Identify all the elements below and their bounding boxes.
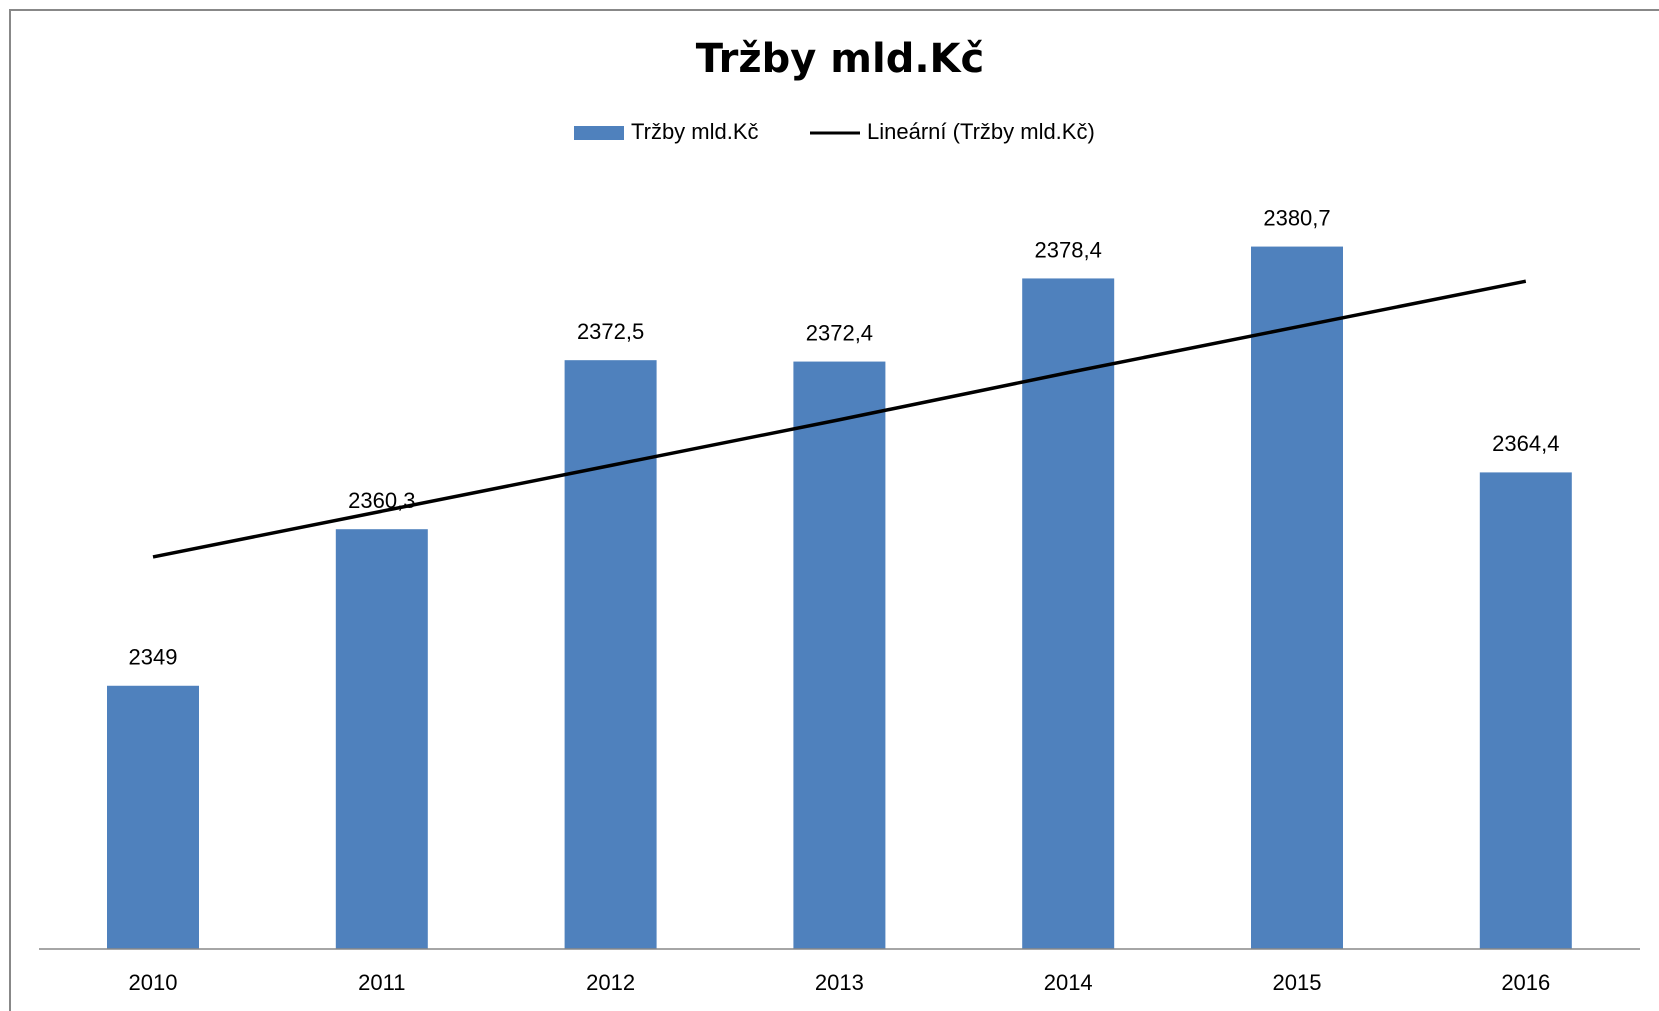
data-label: 2380,7 [1263,205,1330,230]
x-tick-label: 2011 [358,970,405,995]
data-label: 2372,4 [806,320,873,345]
trend-line [152,279,1527,559]
legend-label: Tržby mld.Kč [631,119,759,144]
x-tick-label: 2016 [1501,970,1550,995]
data-label: 2378,4 [1035,237,1102,262]
chart-title: Tržby mld.Kč [696,36,984,82]
data-label: 2372,5 [577,319,644,344]
legend-swatch [574,126,624,140]
data-label: 2360,3 [348,488,415,513]
data-label: 2364,4 [1492,431,1559,456]
data-label: 2349 [129,645,178,670]
bar [107,685,199,949]
bar [564,360,657,949]
x-tick-label: 2014 [1044,970,1093,995]
x-tick-label: 2010 [129,970,178,995]
x-tick-label: 2012 [586,970,635,995]
x-tick-label: 2015 [1273,970,1322,995]
bar [335,529,428,949]
bar [793,361,886,949]
legend-label: Lineární (Tržby mld.Kč) [867,119,1095,144]
bar [1479,472,1572,949]
bar [1251,246,1343,950]
bar [1022,278,1115,949]
x-tick-label: 2013 [815,970,864,995]
